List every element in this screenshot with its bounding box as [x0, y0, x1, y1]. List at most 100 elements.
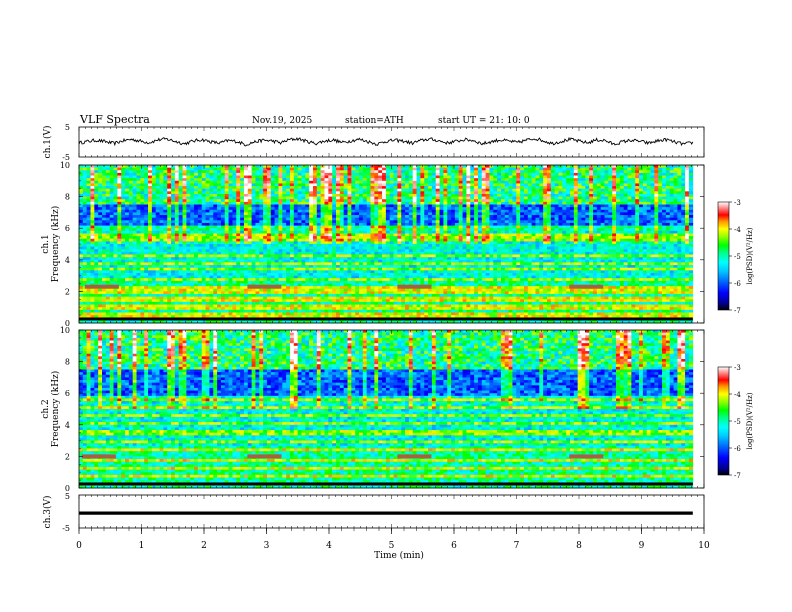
spectrogram-cell — [160, 249, 164, 252]
spectrogram-cell — [106, 247, 110, 250]
spectrogram-cell — [221, 197, 225, 200]
spectrogram-cell — [232, 307, 236, 310]
spectrogram-cell — [209, 289, 213, 292]
spectrogram-cell — [286, 228, 290, 231]
spectrogram-cell — [301, 183, 305, 186]
spectrogram-cell — [278, 244, 282, 247]
spectrogram-cell — [263, 186, 267, 189]
spectrogram-cell — [244, 202, 248, 205]
spectrogram-cell — [206, 223, 210, 226]
spectrogram-cell — [313, 178, 317, 181]
spectrogram-cell — [209, 265, 213, 268]
spectrogram-cell — [125, 273, 129, 276]
spectrogram-cell — [282, 194, 286, 197]
spectrogram-cell — [102, 223, 106, 226]
spectrogram-cell — [102, 299, 106, 302]
spectrogram-cell — [255, 262, 259, 265]
spectrogram-cell — [259, 268, 263, 271]
spectrogram-cell — [255, 189, 259, 192]
spectrogram-cell — [263, 273, 267, 276]
spectrogram-cell — [252, 257, 256, 260]
spectrogram-cell — [252, 299, 256, 302]
spectrogram-cell — [186, 265, 190, 268]
spectrogram-cell — [171, 168, 175, 171]
spectrogram-cell — [206, 252, 210, 255]
spectrogram-cell — [133, 241, 137, 244]
spectrogram-cell — [83, 273, 87, 276]
spectrogram-cell — [275, 223, 279, 226]
spectrogram-cell — [244, 207, 248, 210]
spectrogram-cell — [106, 299, 110, 302]
spectrogram-cell — [91, 276, 95, 279]
spectrogram-cell — [255, 260, 259, 263]
spectrogram-cell — [102, 262, 106, 265]
spectrogram-cell — [110, 273, 114, 276]
spectrogram-cell — [163, 178, 167, 181]
spectrogram-cell — [232, 168, 236, 171]
spectrogram-cell — [140, 223, 144, 226]
spectrogram-cell — [336, 194, 340, 197]
spectrogram-cell — [98, 297, 102, 300]
spectrogram-cell — [94, 249, 98, 252]
spectrogram-cell — [129, 181, 133, 184]
spectrogram-cell — [125, 289, 129, 292]
spectrogram-cell — [217, 228, 221, 231]
spectrogram-cell — [275, 178, 279, 181]
spectrogram-cell — [236, 268, 240, 271]
spectrogram-cell — [248, 249, 252, 252]
spectrogram-cell — [167, 281, 171, 284]
spectrogram-cell — [171, 310, 175, 313]
spectrogram-cell — [275, 305, 279, 308]
spectrogram-cell — [171, 223, 175, 226]
spectrogram-cell — [240, 294, 244, 297]
spectrogram-cell — [137, 291, 141, 294]
spectrogram-cell — [244, 173, 248, 176]
spectrogram-cell — [87, 181, 91, 184]
spectrogram-cell — [144, 278, 148, 281]
spectrogram-cell — [221, 176, 225, 179]
spectrogram-cell — [183, 289, 187, 292]
spectrogram-cell — [179, 257, 183, 260]
spectrogram-cell — [332, 197, 336, 200]
spectrogram-cell — [194, 286, 198, 289]
spectrogram-cell — [259, 170, 263, 173]
spectrogram-cell — [244, 252, 248, 255]
spectrogram-cell — [140, 241, 144, 244]
spectrogram-cell — [325, 223, 329, 226]
spectrogram-cell — [198, 276, 202, 279]
spectrogram-cell — [290, 181, 294, 184]
spectrogram-cell — [328, 228, 332, 231]
spectrogram-cell — [290, 236, 294, 239]
spectrogram-cell — [83, 223, 87, 226]
spectrogram-cell — [98, 312, 102, 315]
spectrogram-cell — [294, 168, 298, 171]
spectrogram-cell — [263, 218, 267, 221]
spectrogram-cell — [209, 231, 213, 234]
spectrogram-cell — [332, 220, 336, 223]
spectrogram-cell — [152, 278, 156, 281]
spectrogram-cell — [225, 252, 229, 255]
spectrogram-cell — [213, 255, 217, 258]
spectrogram-cell — [217, 257, 221, 260]
spectrogram-cell — [94, 302, 98, 305]
spectrogram-cell — [217, 291, 221, 294]
spectrogram-cell — [248, 215, 252, 218]
spectrogram-cell — [87, 278, 91, 281]
spectrogram-cell — [275, 197, 279, 200]
spectrogram-cell — [305, 210, 309, 213]
spectrogram-cell — [160, 284, 164, 287]
spectrogram-cell — [156, 189, 160, 192]
spectrogram-cell — [278, 307, 282, 310]
spectrogram-cell — [94, 241, 98, 244]
spectrogram-cell — [301, 307, 305, 310]
spectrogram-cell — [110, 244, 114, 247]
spectrogram-cell — [94, 244, 98, 247]
spectrogram-cell — [259, 294, 263, 297]
spectrogram-cell — [183, 241, 187, 244]
spectrogram-cell — [183, 168, 187, 171]
spectrogram-cell — [244, 176, 248, 179]
spectrogram-cell — [248, 268, 252, 271]
spectrogram-cell — [152, 299, 156, 302]
vlf-figure: VLF Spectra Nov.19, 2025 station=ATH sta… — [0, 0, 792, 612]
spectrogram-cell — [328, 191, 332, 194]
